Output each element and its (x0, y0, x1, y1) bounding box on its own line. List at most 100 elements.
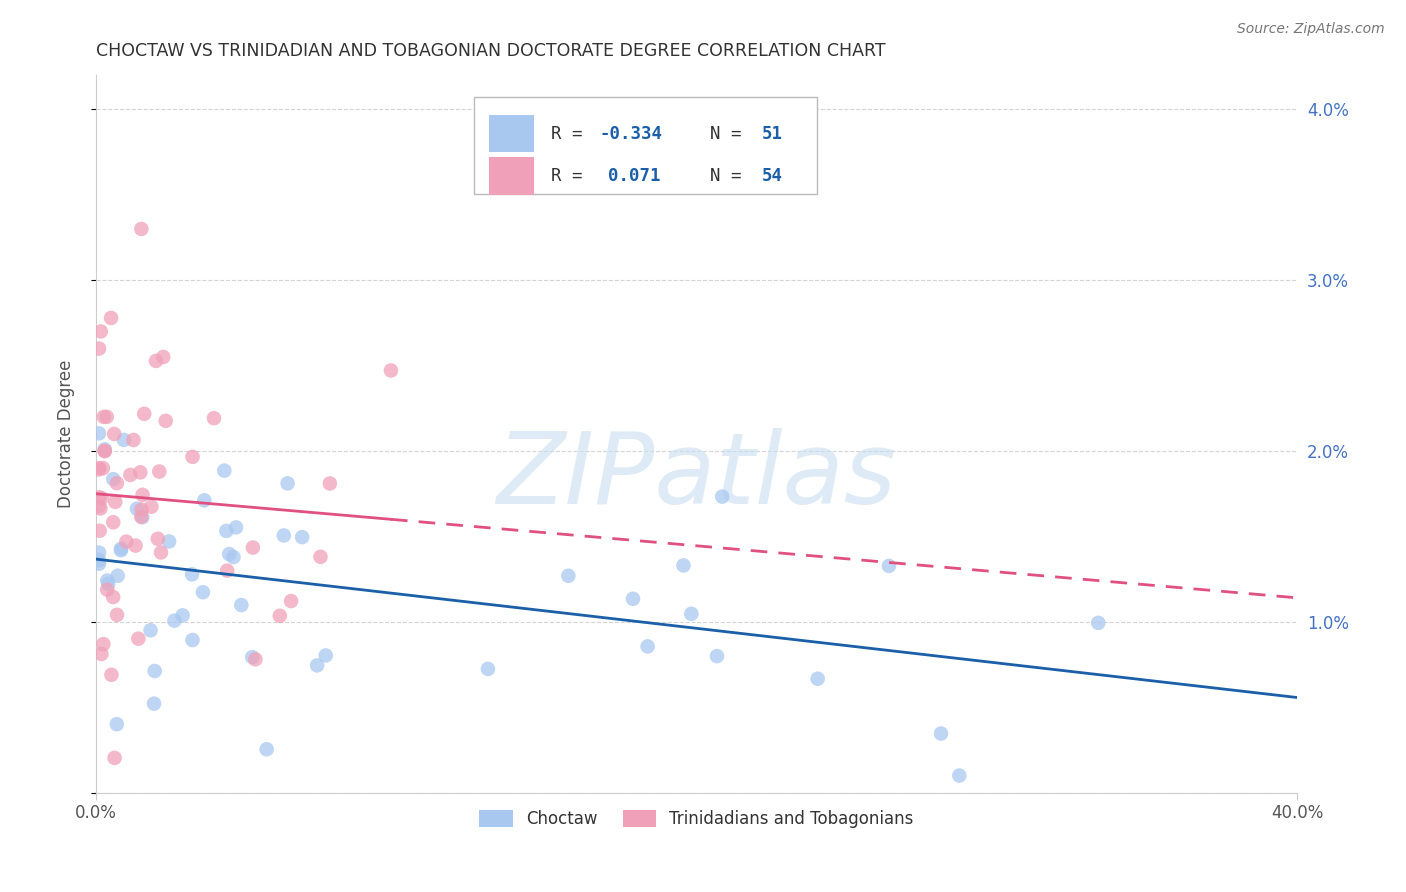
Point (191, 585, 214, 599)
Point (103, 426, 125, 441)
Text: Source: ZipAtlas.com: Source: ZipAtlas.com (1237, 22, 1385, 37)
Point (93, 409, 115, 424)
Bar (489, 158, 534, 194)
Point (93, 442, 115, 457)
Point (291, 530, 314, 544)
Point (242, 541, 264, 555)
Point (100, 668, 122, 682)
Point (94, 444, 117, 458)
Point (107, 568, 129, 582)
Point (134, 407, 156, 421)
Point (150, 545, 173, 559)
Point (277, 476, 299, 491)
Point (143, 697, 166, 711)
Point (87, 557, 110, 571)
Point (101, 590, 124, 604)
Point (929, 726, 952, 740)
Point (273, 528, 295, 542)
Point (87, 426, 110, 441)
Point (87, 545, 110, 559)
Point (110, 541, 132, 556)
Point (319, 476, 342, 491)
Text: N =: N = (689, 125, 752, 143)
Point (222, 550, 245, 565)
Text: N =: N = (689, 167, 752, 186)
Text: ZIPatlas: ZIPatlas (496, 428, 897, 525)
Point (87, 342, 110, 356)
Point (245, 652, 267, 666)
Point (87, 553, 110, 567)
Point (706, 649, 728, 664)
Point (125, 501, 148, 516)
Point (193, 493, 215, 508)
Text: 51: 51 (762, 125, 782, 143)
Point (90, 491, 112, 505)
Point (181, 450, 204, 464)
Point (103, 472, 125, 486)
Point (214, 464, 236, 478)
Bar (489, 115, 534, 153)
Point (146, 532, 169, 546)
Point (131, 502, 153, 516)
Point (681, 607, 703, 621)
Point (172, 608, 194, 623)
Point (129, 509, 152, 524)
Point (141, 500, 163, 514)
Point (122, 433, 145, 447)
Text: R =: R = (551, 167, 603, 186)
Point (155, 414, 177, 428)
Point (127, 632, 149, 646)
Point (115, 534, 138, 549)
Point (218, 547, 240, 561)
Point (93, 637, 115, 651)
Legend: Choctaw, Trinidadians and Tobagonians: Choctaw, Trinidadians and Tobagonians (472, 803, 921, 835)
Point (110, 543, 132, 558)
Point (152, 350, 174, 364)
Point (105, 607, 128, 622)
Point (90, 325, 112, 339)
Text: -0.334: -0.334 (599, 125, 662, 143)
Point (91, 461, 114, 475)
Point (120, 467, 142, 482)
Point (87, 462, 110, 476)
Point (181, 633, 204, 648)
Point (672, 558, 695, 573)
Point (280, 594, 302, 608)
Point (163, 614, 186, 628)
Point (124, 539, 146, 553)
Point (215, 524, 238, 538)
Point (557, 568, 579, 582)
Text: CHOCTAW VS TRINIDADIAN AND TOBAGONIAN DOCTORATE DEGREE CORRELATION CHART: CHOCTAW VS TRINIDADIAN AND TOBAGONIAN DO… (96, 42, 886, 60)
Point (477, 662, 499, 676)
Point (105, 476, 128, 491)
Point (380, 363, 402, 377)
Point (104, 495, 127, 509)
Point (309, 549, 332, 564)
Point (100, 310, 122, 325)
Point (96, 574, 118, 588)
Point (315, 648, 337, 663)
Point (256, 742, 278, 756)
Point (89, 501, 111, 516)
Point (1087, 615, 1109, 630)
Text: 0.071: 0.071 (607, 167, 661, 186)
Point (131, 222, 153, 236)
Point (96, 582, 118, 597)
Point (89, 524, 111, 538)
Point (139, 624, 162, 638)
Point (87, 499, 110, 513)
Point (217, 564, 239, 578)
Point (307, 658, 329, 673)
Point (87, 491, 110, 505)
Point (877, 558, 900, 573)
Point (143, 664, 166, 678)
Point (103, 751, 125, 765)
Point (129, 466, 152, 480)
Point (96, 409, 118, 424)
Point (269, 608, 291, 623)
Point (637, 640, 659, 654)
Point (93, 444, 115, 458)
FancyBboxPatch shape (474, 96, 817, 194)
Point (157, 534, 180, 549)
Point (131, 510, 153, 524)
